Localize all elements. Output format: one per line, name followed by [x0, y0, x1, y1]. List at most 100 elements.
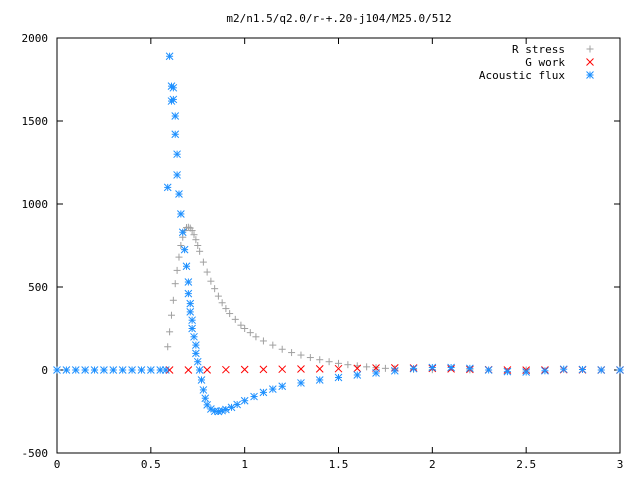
y-tick-label: 0 — [41, 364, 48, 377]
r-stress-point — [246, 329, 254, 337]
acoustic-flux-point — [169, 83, 178, 92]
acoustic-flux-point — [278, 382, 287, 391]
r-stress-point — [171, 280, 179, 288]
legend-marker — [586, 71, 594, 79]
r-stress-point — [218, 299, 226, 307]
r-stress-point — [335, 359, 342, 367]
y-tick-label: -500 — [22, 447, 49, 460]
acoustic-flux-point — [182, 262, 191, 271]
data-marks — [53, 52, 624, 416]
r-stress-point — [188, 227, 196, 235]
acoustic-flux-point — [197, 376, 206, 384]
r-stress-point — [190, 231, 198, 239]
g-work-point — [184, 366, 193, 374]
r-stress-point — [316, 356, 324, 364]
acoustic-flux-point — [616, 366, 624, 374]
acoustic-flux-point — [71, 366, 80, 374]
x-tick-label: 2 — [429, 458, 436, 471]
acoustic-flux-point — [171, 112, 180, 120]
acoustic-flux-point — [428, 363, 437, 372]
r-stress-point — [259, 337, 267, 345]
acoustic-flux-point — [186, 308, 195, 316]
acoustic-flux-point — [372, 369, 380, 377]
acoustic-flux-point — [201, 394, 210, 403]
legend-marker — [586, 58, 594, 66]
r-stress-point — [297, 351, 305, 359]
acoustic-flux-point — [559, 365, 568, 374]
g-work-point — [222, 365, 230, 374]
g-work-point — [353, 364, 362, 373]
acoustic-flux-point — [146, 366, 155, 374]
r-stress-point — [241, 325, 249, 332]
acoustic-flux-point — [268, 385, 277, 393]
acoustic-flux-point — [169, 95, 178, 104]
acoustic-flux-point — [177, 210, 185, 218]
g-work-point — [165, 366, 174, 374]
r-stress-point — [363, 363, 371, 371]
r-stress-point — [381, 364, 389, 372]
acoustic-flux-point — [62, 366, 71, 374]
r-stress-point — [226, 310, 234, 318]
acoustic-flux-point — [334, 373, 343, 382]
acoustic-flux-point — [90, 366, 99, 374]
acoustic-flux-point — [297, 379, 305, 387]
acoustic-flux-point — [156, 366, 165, 374]
r-stress-point — [192, 236, 200, 244]
acoustic-flux-point — [250, 392, 258, 401]
acoustic-flux-point — [390, 366, 399, 375]
acoustic-flux-point — [53, 366, 61, 374]
acoustic-flux-point — [503, 367, 512, 376]
acoustic-flux-point — [192, 341, 200, 349]
r-stress-point — [199, 258, 207, 266]
g-work-point — [278, 365, 287, 374]
r-stress-point — [175, 253, 183, 261]
plot-frame — [56, 37, 621, 454]
y-tick-label: 1500 — [22, 115, 49, 128]
acoustic-flux-point — [192, 349, 200, 358]
acoustic-flux-point — [178, 228, 187, 237]
r-stress-point — [214, 292, 222, 300]
acoustic-flux-point — [180, 245, 189, 254]
r-stress-point — [194, 242, 202, 249]
r-stress-point — [169, 296, 177, 304]
x-tick-label: 1.5 — [329, 458, 349, 471]
x-tick-label: 3 — [617, 458, 624, 471]
y-tick-label: 500 — [28, 281, 48, 294]
legend-label: R stress — [512, 43, 565, 56]
r-stress-point — [231, 315, 239, 323]
acoustic-flux-point — [173, 150, 181, 159]
acoustic-flux-point — [184, 278, 193, 286]
acoustic-flux-point — [315, 376, 324, 384]
acoustic-flux-point — [597, 366, 606, 374]
y-tick-label: 1000 — [22, 198, 49, 211]
r-stress-point — [207, 277, 215, 285]
acoustic-flux-point — [81, 366, 90, 374]
r-stress-point — [237, 321, 245, 329]
r-stress-point — [252, 333, 260, 341]
acoustic-flux-point — [188, 324, 196, 333]
acoustic-flux-point — [466, 364, 474, 373]
g-work-point — [203, 365, 211, 374]
acoustic-flux-point — [171, 130, 180, 139]
acoustic-flux-point — [118, 366, 127, 374]
acoustic-flux-point — [259, 388, 268, 397]
g-work-point — [240, 365, 249, 374]
acoustic-flux-point — [240, 396, 249, 405]
r-stress-point — [164, 343, 172, 351]
g-work-point — [315, 364, 324, 373]
acoustic-flux-point — [173, 171, 181, 179]
r-stress-point — [325, 358, 333, 366]
r-stress-point — [278, 345, 286, 353]
r-stress-point — [344, 361, 352, 369]
acoustic-flux-point — [161, 366, 170, 374]
acoustic-flux-point — [163, 183, 172, 192]
axes: 0 0.5 1 1.5 2 2.5 3 -500 0 500 1000 1500 2000 — [22, 32, 624, 471]
y-tick-label: 2000 — [22, 32, 49, 45]
g-work-point — [334, 364, 343, 373]
r-stress-point — [269, 341, 277, 349]
acoustic-flux-point — [541, 366, 549, 375]
r-stress-point — [166, 328, 174, 336]
r-stress-point — [222, 305, 230, 313]
r-stress-point — [288, 349, 296, 357]
